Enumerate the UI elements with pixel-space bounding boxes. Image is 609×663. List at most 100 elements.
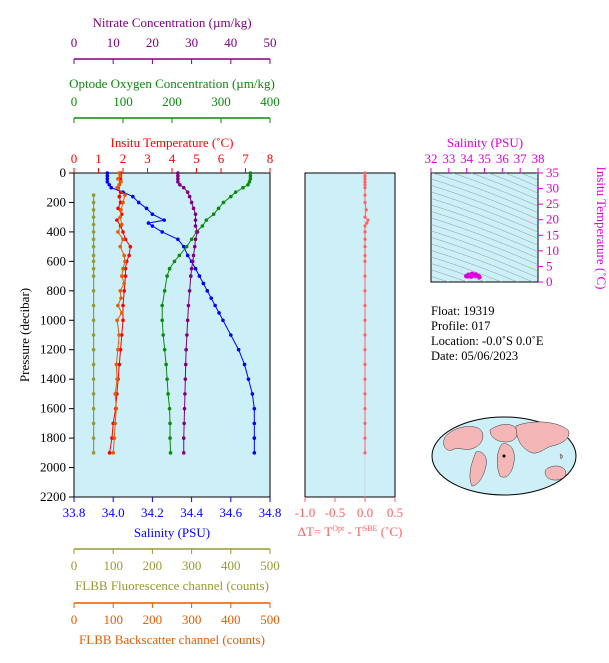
- oxygen-point: [184, 244, 189, 249]
- salinity-point: [136, 200, 141, 205]
- pressure-tick-label: 1000: [40, 312, 66, 327]
- fluorescence-point: [91, 303, 96, 308]
- float-id: Float: 19319: [431, 304, 495, 318]
- pressure-tick-label: 800: [47, 283, 67, 298]
- nitrate-point: [190, 259, 195, 264]
- isopycnal-line: [431, 250, 519, 282]
- isopycnal-line: [470, 173, 538, 200]
- nitrate-tick-label: 10: [107, 35, 120, 50]
- nitrate-point: [178, 182, 182, 187]
- salinity-point: [109, 185, 114, 190]
- backscatter-tick-label: 400: [221, 612, 241, 627]
- fluorescence-point: [91, 208, 96, 212]
- nitrate-point: [176, 171, 180, 175]
- ts-salinity-axis-title: Salinity (PSU): [447, 135, 523, 150]
- salinity-point: [181, 244, 186, 249]
- pressure-tick-label: 400: [47, 224, 67, 239]
- nitrate-tick-label: 20: [146, 35, 159, 50]
- isopycnal-line: [431, 230, 538, 272]
- salinity-point: [105, 180, 110, 184]
- delta-t-point: [363, 174, 367, 178]
- delta-t-point: [365, 221, 369, 225]
- backscatter-point: [122, 281, 126, 286]
- backscatter-point: [121, 237, 125, 242]
- fluorescence-point: [91, 244, 96, 249]
- nitrate-point: [189, 274, 193, 278]
- delta-t-point: [363, 274, 367, 278]
- isopycnal-line: [431, 224, 538, 265]
- world-map: [431, 416, 577, 496]
- pressure-tick-label: 2200: [40, 489, 66, 504]
- salinity-point: [107, 182, 112, 187]
- pressure-tick-label: 1200: [40, 342, 66, 357]
- pressure-tick-label: 1800: [40, 430, 66, 445]
- fluorescence-point: [91, 392, 96, 396]
- isopycnal-line: [431, 185, 538, 226]
- delta-t-point: [363, 224, 367, 228]
- delta-t-point: [363, 333, 367, 337]
- fluorescence-point: [91, 215, 96, 219]
- backscatter-point: [115, 377, 119, 381]
- delta-t-point: [363, 289, 367, 293]
- fluorescence-point: [91, 436, 96, 440]
- ts-point: [469, 271, 475, 277]
- ts-salinity-tick-label: 32: [425, 151, 438, 166]
- fluorescence-point: [91, 318, 96, 323]
- delta-t-point: [363, 177, 367, 181]
- temperature-tick-label: 2: [120, 151, 127, 166]
- ts-point: [466, 272, 471, 278]
- fluorescence-tick-label: 500: [260, 558, 280, 573]
- oxygen-axis-title: Optode Oxygen Concentration (µm/kg): [69, 76, 275, 91]
- salinity-point: [252, 436, 257, 440]
- fluorescence-point: [91, 259, 96, 264]
- backscatter-point: [115, 185, 119, 190]
- nitrate-point: [185, 318, 190, 323]
- pressure-tick-label: 1600: [40, 401, 66, 416]
- salinity-point: [217, 311, 221, 315]
- map-land: [443, 421, 570, 487]
- temperature-point: [121, 303, 125, 308]
- fluorescence-point: [91, 377, 96, 381]
- backscatter-point: [121, 200, 125, 205]
- fluorescence-point: [91, 333, 96, 337]
- salinity-point: [229, 333, 233, 337]
- oxygen-tick-label: 0: [71, 94, 78, 109]
- nitrate-point: [181, 451, 186, 455]
- pressure-axis-title: Pressure (decibar): [17, 288, 32, 382]
- isopycnal-line: [431, 217, 538, 259]
- fluorescence-point: [91, 253, 96, 258]
- temperature-point: [128, 244, 133, 249]
- date: Date: 05/06/2023: [431, 349, 518, 363]
- series-salinity: [105, 171, 257, 455]
- oxygen-point: [216, 206, 221, 211]
- profile-plot-area: [73, 172, 271, 498]
- salinity-point: [131, 194, 135, 199]
- delta-t-tick-label: 0.0: [357, 505, 373, 520]
- oxygen-point: [241, 185, 245, 190]
- backscatter-point: [118, 289, 123, 293]
- delta-t-point: [363, 253, 367, 258]
- oxygen-point: [246, 182, 250, 187]
- ts-salinity-tick-label: 38: [532, 151, 545, 166]
- delta-t-point: [363, 348, 367, 352]
- salinity-point: [197, 274, 202, 278]
- temperature-tick-label: 5: [193, 151, 200, 166]
- backscatter-point: [119, 180, 123, 184]
- temperature-tick-label: 6: [218, 151, 225, 166]
- salinity-tick-label: 34.6: [219, 505, 242, 520]
- salinity-axis-title: Salinity (PSU): [134, 525, 210, 540]
- nitrate-point: [193, 212, 198, 217]
- salinity-point: [250, 392, 255, 396]
- oxygen-point: [168, 421, 172, 426]
- backscatter-tick-label: 200: [143, 612, 163, 627]
- isopycnal-line: [432, 173, 538, 213]
- salinity-point: [162, 218, 166, 222]
- oxygen-tick-label: 400: [260, 94, 280, 109]
- temperature-point: [117, 362, 122, 367]
- temperature-point: [121, 318, 125, 323]
- fluorescence-axis-title: FLBB Fluorescence channel (counts): [75, 578, 269, 593]
- oxygen-point: [160, 318, 164, 323]
- fluorescence-point: [91, 362, 96, 367]
- backscatter-tick-label: 300: [182, 612, 202, 627]
- fluorescence-point: [91, 222, 96, 227]
